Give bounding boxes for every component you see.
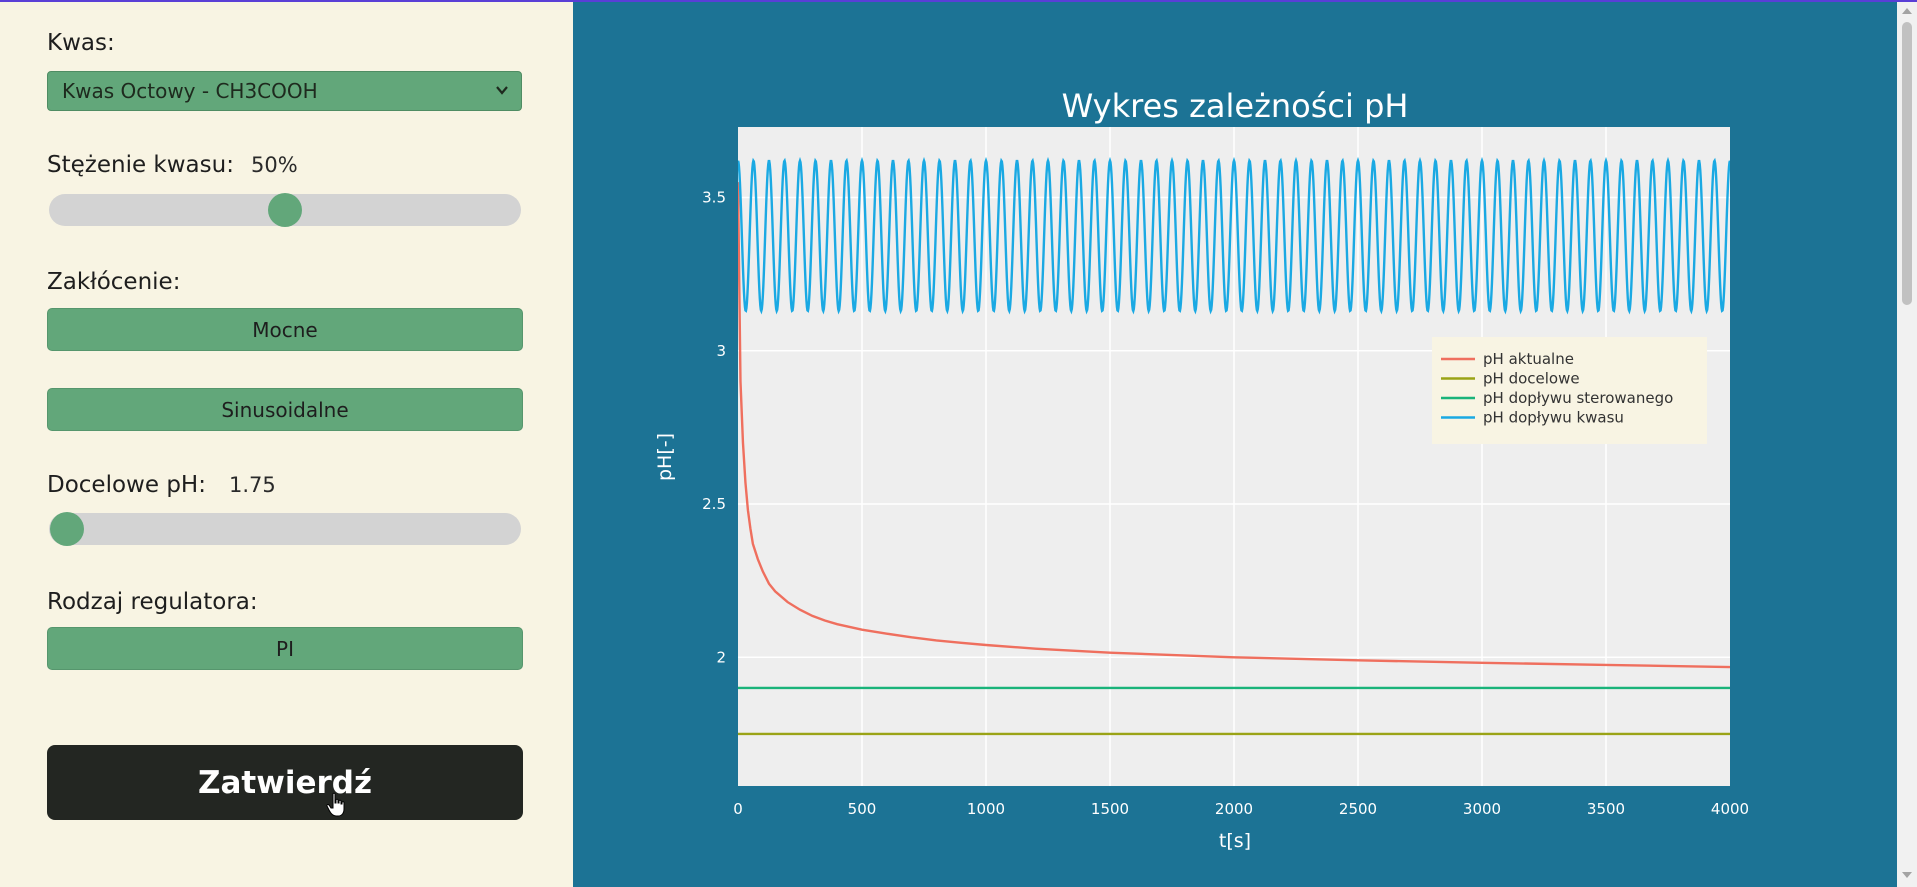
disturbance-sinusoidal-button[interactable]: Sinusoidalne bbox=[47, 388, 523, 431]
legend-item-label[interactable]: pH dopływu sterowanego bbox=[1483, 389, 1673, 407]
x-tick-label: 1500 bbox=[1091, 800, 1129, 818]
scroll-up-icon[interactable] bbox=[1901, 6, 1913, 16]
x-tick-label: 2000 bbox=[1215, 800, 1253, 818]
scroll-down-icon[interactable] bbox=[1901, 870, 1913, 880]
concentration-value: 50% bbox=[251, 153, 298, 177]
disturbance-label: Zakłócenie: bbox=[47, 269, 181, 295]
scrollbar-thumb[interactable] bbox=[1902, 22, 1912, 305]
vertical-scrollbar[interactable] bbox=[1897, 2, 1917, 887]
legend-item-label[interactable]: pH aktualne bbox=[1483, 350, 1574, 368]
concentration-label: Stężenie kwasu: bbox=[47, 152, 234, 178]
x-tick-label: 0 bbox=[733, 800, 743, 818]
hand-pointer-icon bbox=[326, 792, 345, 817]
submit-button[interactable]: Zatwierdź bbox=[47, 745, 523, 820]
acid-label: Kwas: bbox=[47, 30, 115, 56]
grid-lines bbox=[738, 127, 1730, 786]
series-lines bbox=[738, 156, 1730, 736]
legend-item-label[interactable]: pH docelowe bbox=[1483, 370, 1580, 388]
ph-chart: Wykres zależności pH 0 500 1000 1500 2000 250… bbox=[654, 87, 1749, 852]
target-ph-slider[interactable] bbox=[49, 512, 521, 546]
regulator-label: Rodzaj regulatora: bbox=[47, 589, 258, 615]
disturbance-strong-button[interactable]: Mocne bbox=[47, 308, 523, 351]
window-top-border bbox=[0, 0, 1917, 2]
series-line bbox=[738, 156, 1730, 315]
x-tick-label: 2500 bbox=[1339, 800, 1377, 818]
x-tick-label: 500 bbox=[848, 800, 877, 818]
y-tick-label: 2.5 bbox=[702, 495, 726, 513]
series-line bbox=[738, 182, 1730, 669]
target-ph-value: 1.75 bbox=[229, 473, 276, 497]
x-axis-label: t[s] bbox=[1219, 830, 1251, 852]
x-tick-label: 3500 bbox=[1587, 800, 1625, 818]
target-ph-slider-thumb[interactable] bbox=[50, 512, 84, 546]
target-ph-label: Docelowe pH: bbox=[47, 472, 206, 498]
control-sidebar: Kwas: Kwas Octowy - CH3COOH Stężenie kwa… bbox=[0, 2, 573, 887]
x-tick-label: 3000 bbox=[1463, 800, 1501, 818]
y-tick-label: 3.5 bbox=[702, 188, 726, 206]
x-tick-label: 1000 bbox=[967, 800, 1005, 818]
y-axis-label: pH[-] bbox=[654, 433, 676, 481]
acid-select-value: Kwas Octowy - CH3COOH bbox=[62, 79, 318, 103]
legend-item-label[interactable]: pH dopływu kwasu bbox=[1483, 409, 1624, 427]
chart-panel: Wykres zależności pH 0 500 1000 1500 2000 250… bbox=[573, 2, 1897, 887]
x-tick-label: 4000 bbox=[1711, 800, 1749, 818]
axis-ticks: 0 500 1000 1500 2000 2500 3000 3500 4000 2 2.5 3 3.5 bbox=[702, 188, 1749, 818]
chevron-down-icon bbox=[496, 86, 508, 95]
concentration-slider[interactable] bbox=[49, 193, 521, 227]
y-tick-label: 2 bbox=[716, 648, 726, 666]
legend-box bbox=[1432, 337, 1707, 444]
chart-title: Wykres zależności pH bbox=[1062, 87, 1409, 125]
y-tick-label: 3 bbox=[716, 342, 726, 360]
concentration-slider-thumb[interactable] bbox=[268, 193, 302, 227]
regulator-pi-button[interactable]: PI bbox=[47, 627, 523, 670]
acid-select[interactable]: Kwas Octowy - CH3COOH bbox=[47, 71, 522, 111]
